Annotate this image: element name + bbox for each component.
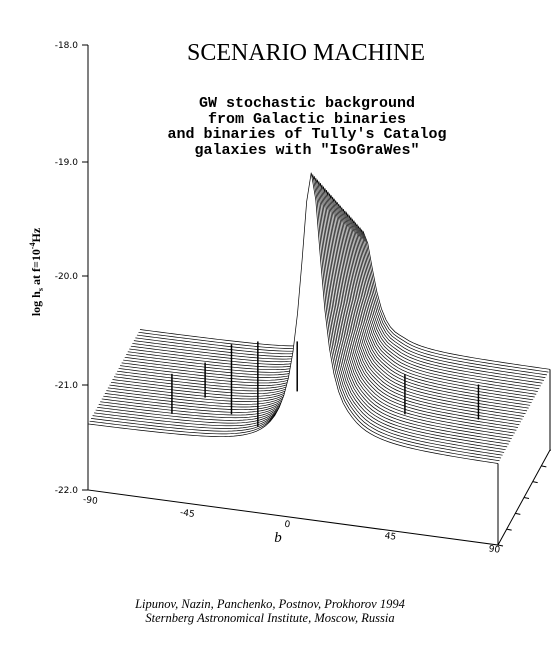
x-tick-label: 45 — [384, 531, 397, 542]
depth-tick — [541, 465, 547, 468]
y-tick-label: -21.0 — [55, 381, 79, 391]
x-tick-label: 0 — [284, 520, 291, 531]
surface-line — [87, 172, 499, 464]
x-axis-label: b — [274, 530, 282, 546]
depth-tick — [523, 497, 530, 499]
y-tick-label: -18.0 — [55, 41, 79, 51]
x-tick-label: 90 — [488, 544, 501, 556]
y-label-part: Hz — [29, 227, 43, 242]
credit-line: Sternberg Astronomical Institute, Moscow… — [145, 611, 394, 625]
subtitle-line: and binaries of Tully's Catalog — [167, 126, 446, 143]
y-tick-label: -19.0 — [55, 158, 79, 168]
depth-tick — [497, 544, 504, 547]
y-label-part: log h — [29, 291, 43, 316]
credit-line: Lipunov, Nazin, Panchenko, Postnov, Prok… — [134, 597, 405, 611]
subtitle-line: GW stochastic background — [199, 95, 415, 112]
surface-strip — [88, 172, 498, 545]
depth-tick — [532, 481, 538, 484]
title: SCENARIO MACHINE — [187, 40, 425, 66]
subtitle-line: from Galactic binaries — [208, 111, 406, 128]
depth-tick — [506, 528, 512, 531]
y-label-sup: -4 — [28, 243, 37, 250]
surface — [87, 172, 551, 547]
y-label-part: at f=10 — [29, 249, 43, 288]
y-label-sub: s — [36, 288, 45, 291]
x-tick-label: -90 — [82, 495, 98, 507]
x-tick-label: -45 — [179, 508, 195, 520]
y-tick-label: -20.0 — [55, 272, 79, 282]
y-tick-label: -22.0 — [55, 486, 79, 496]
y-axis-label: log hs at f=10-4Hz — [28, 227, 45, 316]
depth-tick — [515, 512, 521, 515]
subtitle-line: galaxies with "IsoGraWes" — [194, 142, 419, 159]
